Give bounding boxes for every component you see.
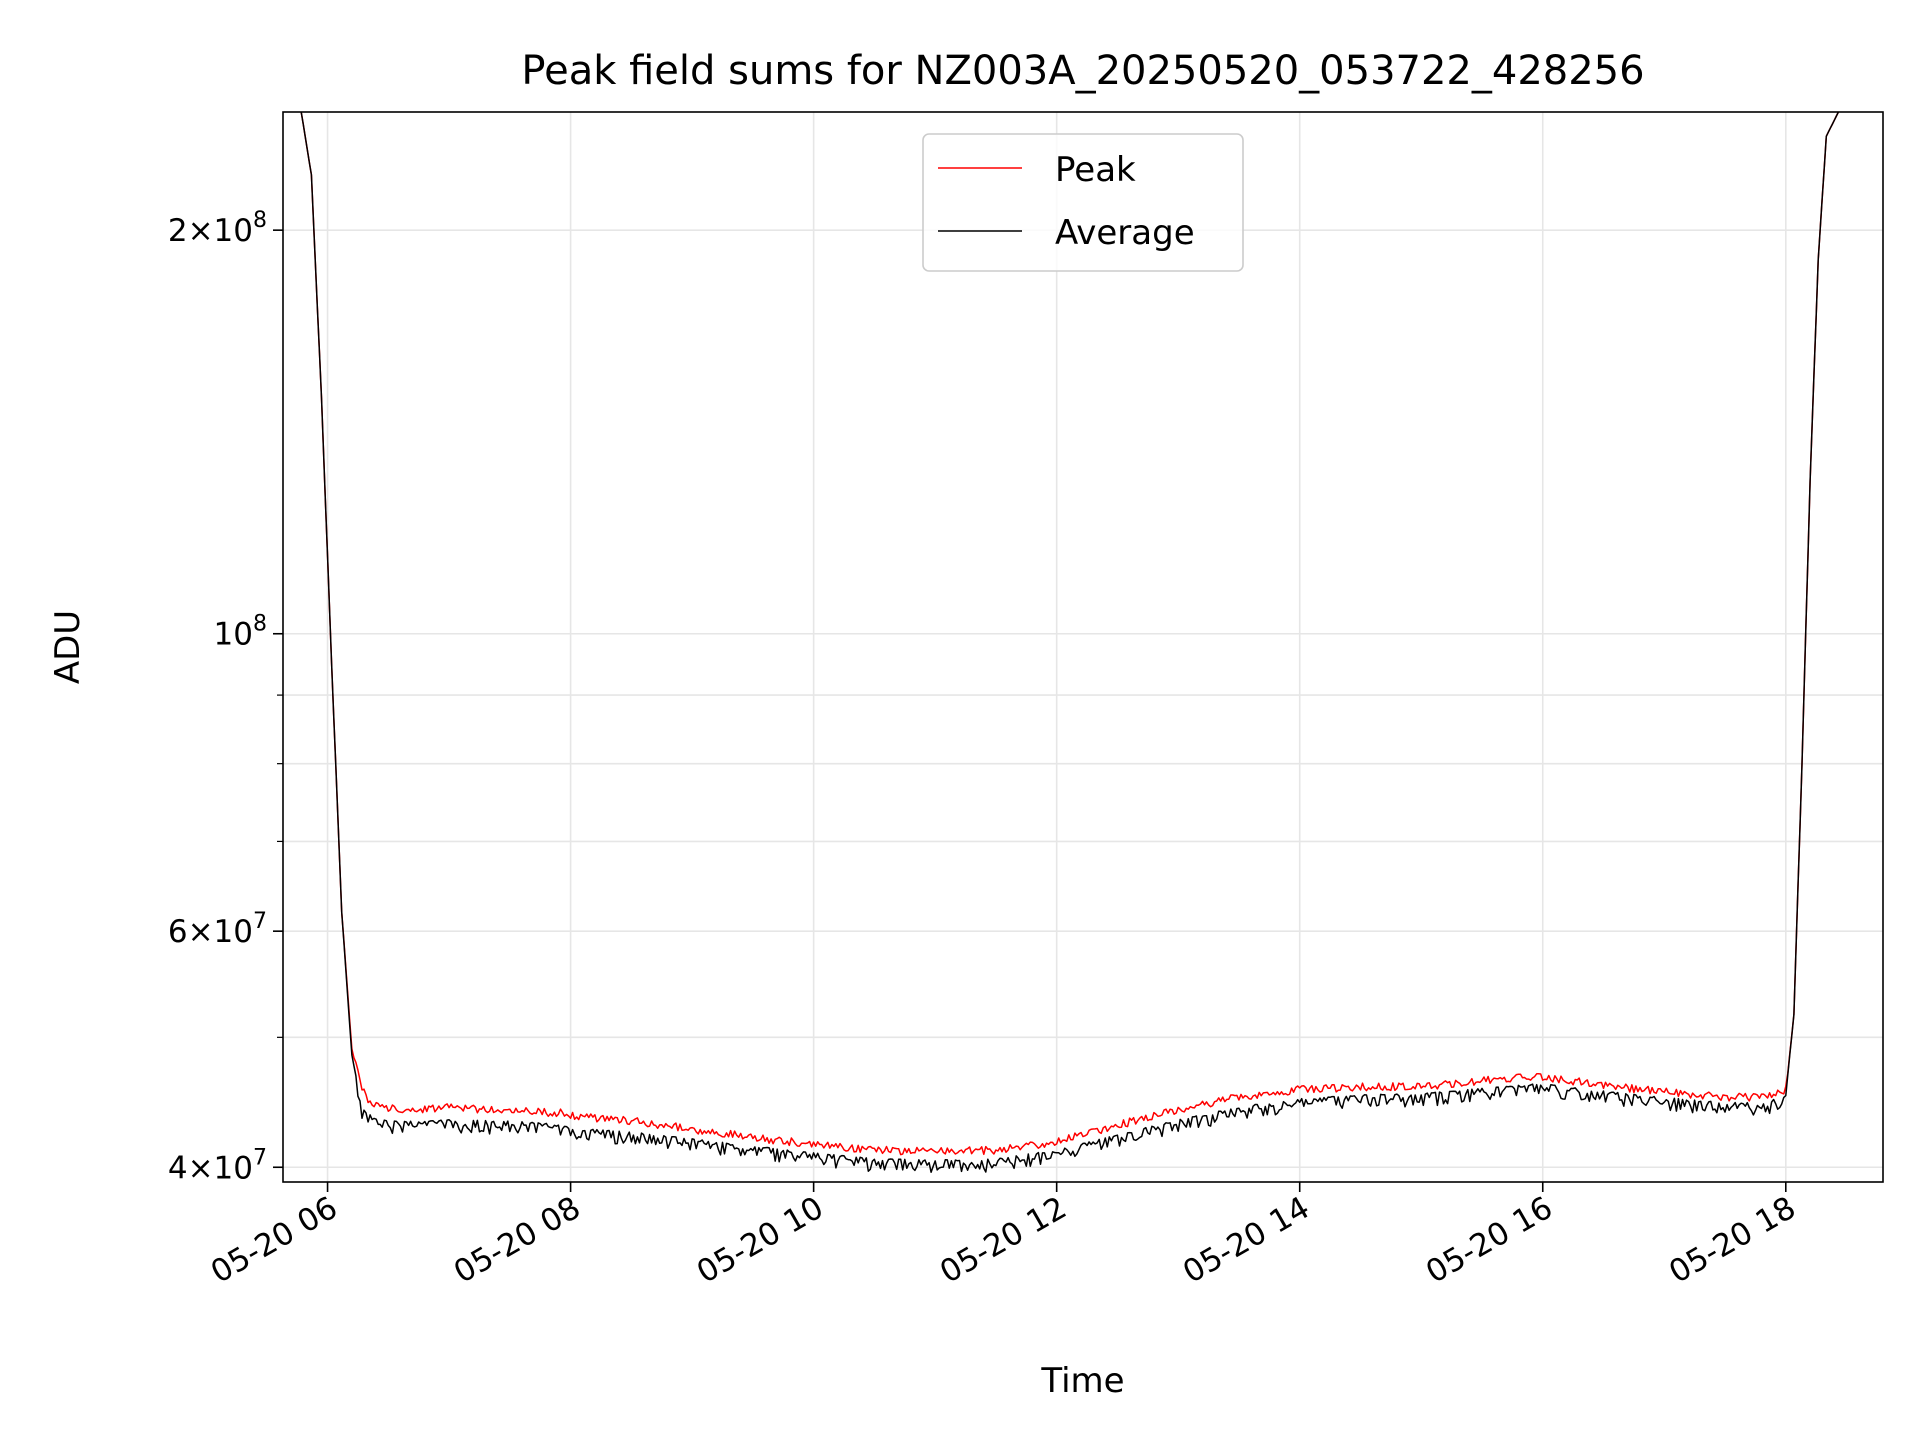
plot-area: [283, 112, 1883, 1182]
y-tick-label: 2×108: [168, 208, 267, 249]
legend-label-average: Average: [1055, 213, 1195, 253]
series-line-average: [300, 112, 1840, 1173]
y-tick-label: 6×107: [168, 909, 267, 950]
y-tick-label: 4×107: [168, 1145, 267, 1186]
legend: Peak Average: [922, 133, 1244, 272]
y-axis-label: ADU: [48, 610, 88, 684]
chart-title: Peak field sums for NZ003A_20250520_0537…: [521, 48, 1644, 94]
series-line-peak: [300, 112, 1840, 1156]
legend-label-peak: Peak: [1055, 150, 1136, 190]
series-layer: [300, 112, 1840, 1173]
grid: [283, 112, 1883, 1182]
plot-frame: [282, 111, 1884, 1183]
y-tick-label: 108: [214, 612, 267, 653]
x-axis-label: Time: [1040, 1361, 1124, 1401]
